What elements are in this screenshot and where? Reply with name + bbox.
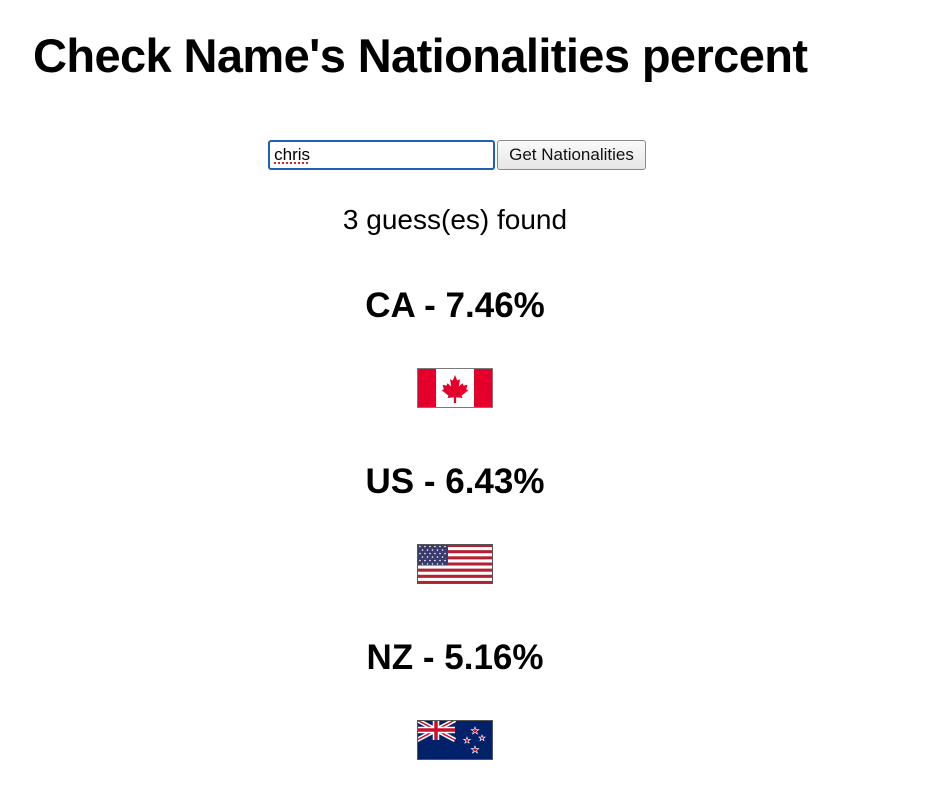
result-label: CA - 7.46% [365,286,545,325]
us-flag-icon [417,544,493,584]
result-label: US - 6.43% [365,462,545,501]
get-nationalities-button[interactable]: Get Nationalities [497,140,646,170]
canada-flag-icon [417,368,493,408]
page-title: Check Name's Nationalities percent [33,29,808,82]
result-item: US - 6.43% [0,462,910,584]
search-form: Get Nationalities [0,140,914,170]
results-count: 3 guess(es) found [342,204,568,235]
result-item: CA - 7.46% [0,286,910,408]
new-zealand-flag-icon [417,720,493,760]
name-input[interactable] [268,140,496,170]
result-item: NZ - 5.16% [0,638,910,760]
result-label: NZ - 5.16% [366,638,544,677]
